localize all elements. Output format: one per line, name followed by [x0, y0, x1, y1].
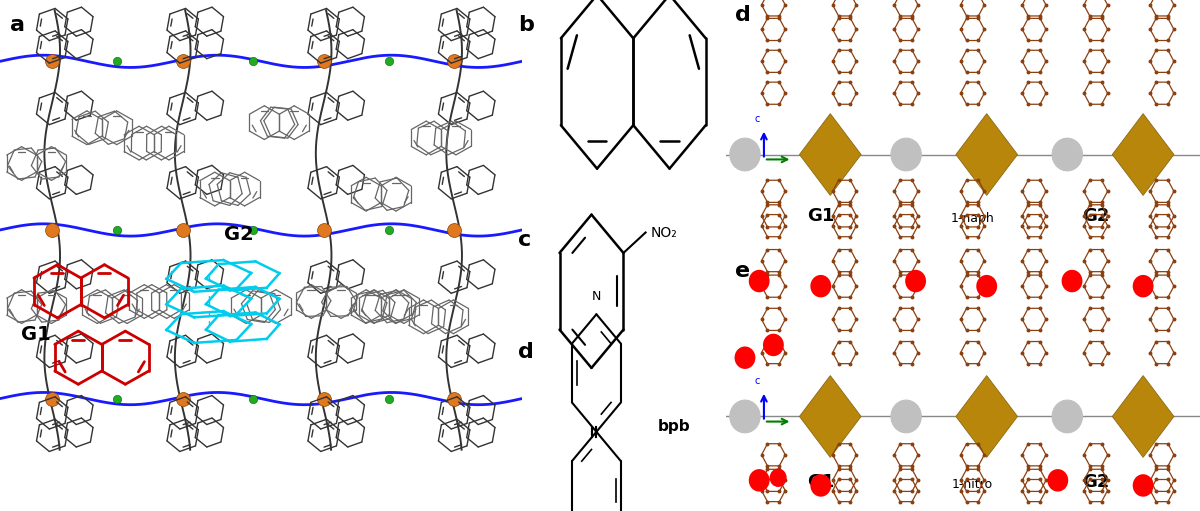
Circle shape: [810, 474, 832, 497]
Text: N: N: [592, 290, 601, 303]
Circle shape: [1052, 400, 1082, 433]
Circle shape: [1133, 474, 1153, 497]
Polygon shape: [1112, 376, 1174, 457]
Text: 1-naph: 1-naph: [950, 212, 995, 225]
Circle shape: [1062, 270, 1082, 292]
Polygon shape: [956, 113, 1018, 195]
Circle shape: [749, 469, 769, 492]
Text: c: c: [754, 113, 760, 124]
Polygon shape: [1112, 113, 1174, 195]
Text: d: d: [736, 5, 751, 25]
Circle shape: [749, 270, 769, 292]
Circle shape: [763, 334, 784, 356]
Circle shape: [734, 346, 755, 369]
Text: G2: G2: [1082, 207, 1110, 225]
Circle shape: [810, 275, 832, 297]
Polygon shape: [799, 113, 862, 195]
Circle shape: [905, 270, 926, 292]
Text: c: c: [754, 376, 760, 386]
Text: G1: G1: [808, 207, 834, 225]
Text: bpb: bpb: [658, 419, 690, 434]
Circle shape: [769, 469, 787, 487]
Circle shape: [730, 400, 760, 433]
Circle shape: [890, 400, 922, 433]
Circle shape: [730, 138, 760, 171]
Circle shape: [1133, 275, 1153, 297]
Polygon shape: [799, 376, 862, 457]
Circle shape: [890, 138, 922, 171]
Circle shape: [977, 275, 997, 297]
Text: G2: G2: [1082, 473, 1110, 491]
Text: 1-nitro: 1-nitro: [952, 478, 994, 491]
Text: b: b: [517, 15, 534, 35]
Text: G1: G1: [808, 473, 834, 491]
Text: G2: G2: [224, 225, 254, 244]
Text: a: a: [11, 15, 25, 35]
Text: e: e: [736, 261, 751, 281]
Text: NO₂: NO₂: [650, 225, 677, 240]
Circle shape: [1048, 469, 1068, 492]
Text: c: c: [517, 230, 530, 250]
Text: d: d: [517, 342, 534, 362]
Text: G1: G1: [20, 325, 50, 344]
Polygon shape: [956, 376, 1018, 457]
Circle shape: [1052, 138, 1082, 171]
